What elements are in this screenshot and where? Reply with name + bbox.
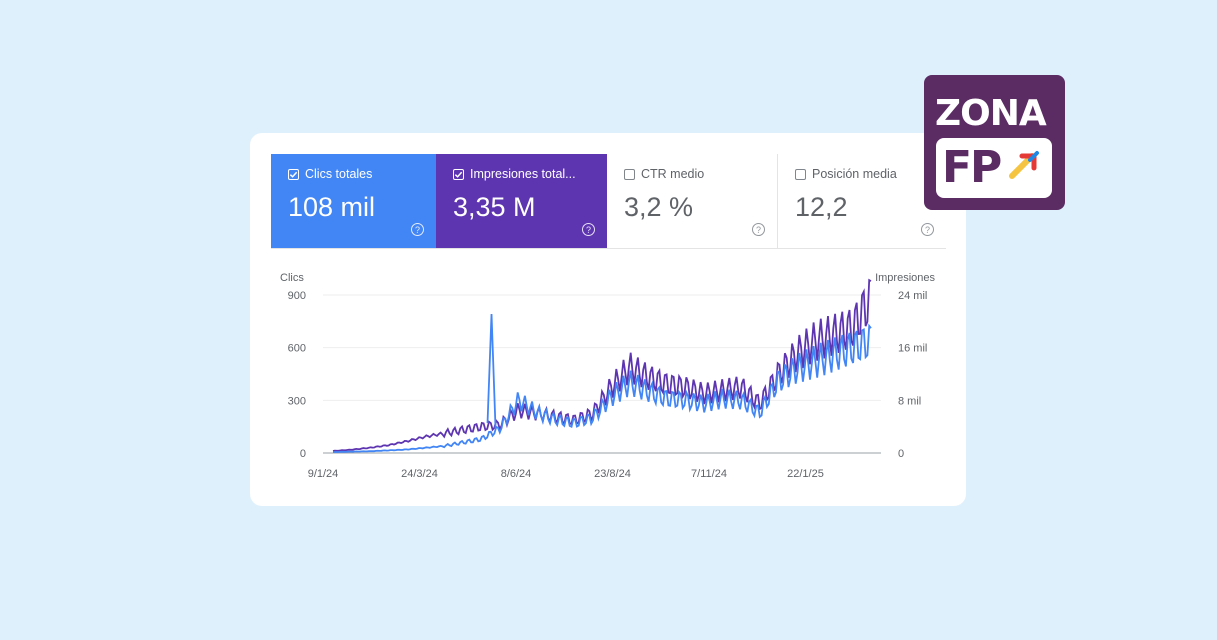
checkbox-checked-icon[interactable] <box>288 168 299 180</box>
logo-text-zona: ZONA <box>935 93 1047 134</box>
x-tick-label: 23/8/24 <box>594 468 631 480</box>
help-icon[interactable]: ? <box>582 223 595 236</box>
tile-total-impressions[interactable]: Impresiones total... 3,35 M ? <box>436 154 607 248</box>
x-tick-label: 22/1/25 <box>787 468 824 480</box>
performance-chart: Clics Impresiones 900 24 mil 600 16 mil 300 8… <box>250 263 966 493</box>
left-tick-label: 300 <box>288 395 306 407</box>
tile-average-position[interactable]: Posición media 12,2 ? <box>778 154 946 248</box>
series-line-clicks <box>332 323 872 453</box>
logo-text-fp: FP <box>942 142 1002 193</box>
tile-average-ctr[interactable]: CTR medio 3,2 % ? <box>607 154 778 248</box>
logo-fp-box: FP <box>936 138 1052 198</box>
left-tick-label: 0 <box>300 448 306 460</box>
tile-label-text: CTR medio <box>641 167 705 181</box>
tile-value: 108 mil <box>288 192 376 222</box>
tile-label-text: Posición media <box>812 167 897 181</box>
checkbox-checked-icon[interactable] <box>453 168 464 180</box>
tile-label-text: Impresiones total... <box>470 167 576 181</box>
help-icon[interactable]: ? <box>411 223 424 236</box>
series-line-impressions <box>332 278 872 452</box>
x-tick-label: 9/1/24 <box>308 468 339 480</box>
left-tick-label: 900 <box>288 290 306 302</box>
metric-tiles: Clics totales 108 mil ? Impresiones tota… <box>271 154 946 249</box>
tile-label: CTR medio <box>624 167 704 181</box>
right-axis-title: Impresiones <box>875 272 935 284</box>
x-tick-label: 7/11/24 <box>691 468 727 480</box>
tile-label: Clics totales <box>288 167 372 181</box>
tile-total-clicks[interactable]: Clics totales 108 mil ? <box>271 154 436 248</box>
help-icon[interactable]: ? <box>921 223 934 236</box>
tile-value: 3,2 % <box>624 192 694 222</box>
clicks-spike <box>486 313 497 429</box>
zona-fp-logo: ZONA FP <box>924 75 1065 210</box>
left-axis-title: Clics <box>280 272 304 284</box>
checkbox-unchecked-icon[interactable] <box>795 168 806 180</box>
right-tick-label: 8 mil <box>898 395 921 407</box>
tile-label-text: Clics totales <box>305 167 373 181</box>
performance-card: Clics totales 108 mil ? Impresiones tota… <box>250 133 966 506</box>
help-icon[interactable]: ? <box>752 223 765 236</box>
right-tick-label: 16 mil <box>898 343 927 355</box>
tile-value: 12,2 <box>795 192 848 222</box>
checkbox-unchecked-icon[interactable] <box>624 168 635 180</box>
x-tick-label: 8/6/24 <box>501 468 532 480</box>
logo-arrow-icon <box>1009 151 1039 179</box>
left-tick-label: 600 <box>288 343 306 355</box>
right-tick-label: 24 mil <box>898 290 927 302</box>
tile-label: Impresiones total... <box>453 167 576 181</box>
tile-label: Posición media <box>795 167 897 181</box>
tile-value: 3,35 M <box>453 192 536 222</box>
right-tick-label: 0 <box>898 448 904 460</box>
x-tick-label: 24/3/24 <box>401 468 438 480</box>
